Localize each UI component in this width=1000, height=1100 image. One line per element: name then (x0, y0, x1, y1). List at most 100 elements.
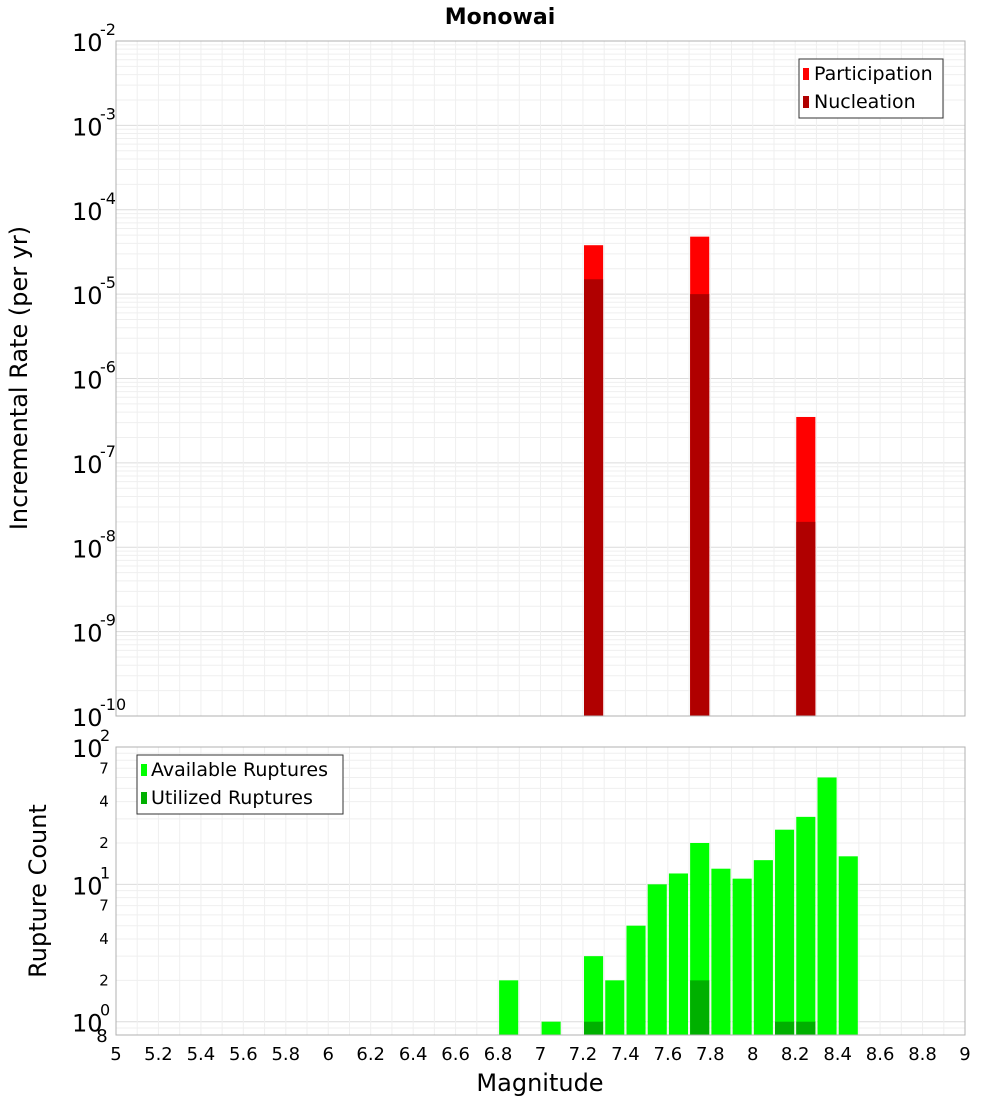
available-ruptures-bar (499, 980, 519, 1035)
legend-label-available: Available Ruptures (151, 759, 328, 781)
svg-text:10: 10 (72, 872, 103, 900)
x-tick-label: 7 (535, 1044, 546, 1065)
svg-text:1: 1 (100, 863, 110, 882)
bottom-legend: Available Ruptures Utilized Ruptures (136, 754, 344, 815)
top-plot-area (115, 40, 966, 717)
chart-title: Monowai (445, 5, 556, 30)
legend-swatch-available (141, 764, 147, 776)
available-ruptures-bar (541, 1021, 561, 1035)
available-ruptures-bar (817, 777, 837, 1035)
y-tick-label: 10-8 (72, 526, 116, 563)
x-tick-label: 7.8 (696, 1044, 725, 1065)
x-tick-label: 9 (959, 1044, 970, 1065)
utilized-ruptures-bar (690, 980, 710, 1035)
x-tick-label: 5.6 (229, 1044, 258, 1065)
nucleation-bar (584, 279, 604, 716)
available-ruptures-bar (605, 980, 625, 1035)
svg-text:-7: -7 (100, 442, 116, 461)
x-tick-label: 8.8 (908, 1044, 937, 1065)
y-minor-tick-label: 2 (99, 971, 109, 989)
y-tick-label: 10-3 (72, 104, 116, 141)
y-tick-label: 10-10 (72, 695, 126, 732)
svg-text:-5: -5 (100, 273, 116, 292)
x-tick-label: 8 (747, 1044, 758, 1065)
svg-text:0: 0 (100, 1001, 110, 1020)
available-ruptures-bar (668, 873, 689, 1035)
y-minor-tick-label: 4 (99, 793, 109, 811)
nucleation-bar (690, 294, 710, 716)
utilized-ruptures-bar (584, 1021, 604, 1035)
y-minor-tick-label: 4 (99, 930, 109, 948)
x-tick-label: 5.8 (271, 1044, 300, 1065)
top-y-axis-label: Incremental Rate (per yr) (5, 226, 33, 530)
bottom-y-axis-label: Rupture Count (24, 804, 52, 978)
legend-swatch-utilized (141, 792, 147, 804)
svg-text:10: 10 (72, 282, 103, 310)
x-tick-label: 6.2 (356, 1044, 385, 1065)
svg-text:-2: -2 (100, 20, 116, 39)
utilized-ruptures-bar (796, 1021, 816, 1035)
x-tick-label: 6.6 (441, 1044, 470, 1065)
svg-text:-3: -3 (100, 104, 116, 123)
y-tick-label: 10-5 (72, 273, 116, 310)
svg-text:10: 10 (72, 29, 103, 57)
y-tick-label: 10-9 (72, 611, 116, 648)
bottom-plot-area (115, 746, 966, 1036)
available-ruptures-bar (753, 860, 773, 1035)
svg-text:10: 10 (72, 367, 103, 395)
svg-text:-8: -8 (100, 526, 116, 545)
y-tick-label: 10-2 (72, 20, 116, 57)
legend-label-participation: Participation (814, 63, 933, 85)
y-bottom-tick-label: 8 (96, 1026, 107, 1047)
bottom-bars (499, 777, 858, 1035)
available-ruptures-bar (775, 829, 795, 1035)
x-tick-label: 6.8 (484, 1044, 513, 1065)
available-ruptures-bar (626, 925, 646, 1035)
available-ruptures-bar (711, 868, 731, 1035)
svg-text:-4: -4 (100, 189, 116, 208)
legend-swatch-participation (803, 68, 809, 80)
y-tick-label: 101 (72, 863, 110, 900)
top-grid (115, 41, 966, 717)
svg-text:-9: -9 (100, 611, 116, 630)
x-tick-label: 7.4 (611, 1044, 640, 1065)
svg-text:10: 10 (72, 620, 103, 648)
svg-text:10: 10 (72, 198, 103, 226)
x-tick-label: 8.2 (781, 1044, 810, 1065)
x-tick-label: 6 (323, 1044, 334, 1065)
x-axis-label: Magnitude (476, 1069, 603, 1097)
legend-label-nucleation: Nucleation (814, 91, 916, 113)
available-ruptures-bar (838, 856, 858, 1035)
svg-text:10: 10 (72, 113, 103, 141)
x-tick-label: 5.2 (144, 1044, 173, 1065)
available-ruptures-bar (796, 816, 816, 1035)
svg-text:10: 10 (72, 451, 103, 479)
svg-text:10: 10 (72, 1010, 103, 1038)
x-tick-label: 7.2 (569, 1044, 598, 1065)
bottom-legend-box (136, 754, 344, 815)
y-tick-label: 10-7 (72, 442, 116, 479)
x-tick-label: 8.4 (823, 1044, 852, 1065)
top-legend: Participation Nucleation (798, 58, 944, 119)
utilized-ruptures-bar (775, 1021, 795, 1035)
legend-swatch-nucleation (803, 96, 809, 108)
svg-text:2: 2 (100, 726, 110, 745)
y-tick-label: 100 (72, 1001, 110, 1038)
x-tick-label: 6.4 (399, 1044, 428, 1065)
y-minor-tick-label: 2 (99, 834, 109, 852)
y-minor-tick-label: 7 (99, 897, 109, 915)
x-tick-label: 8.6 (866, 1044, 895, 1065)
available-ruptures-bar (584, 956, 604, 1035)
y-minor-tick-label: 7 (99, 759, 109, 777)
legend-label-utilized: Utilized Ruptures (151, 787, 313, 809)
svg-text:-6: -6 (100, 358, 116, 377)
svg-text:10: 10 (72, 704, 103, 732)
y-tick-label: 10-6 (72, 358, 116, 395)
y-tick-label: 102 (72, 726, 110, 763)
y-tick-label: 10-4 (72, 189, 116, 226)
top-bars (584, 236, 816, 717)
x-tick-label: 5 (110, 1044, 121, 1065)
